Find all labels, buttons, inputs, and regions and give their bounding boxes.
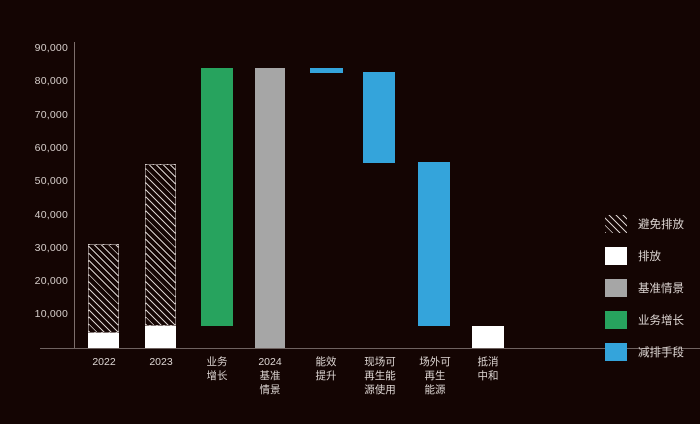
x-label-2022: 2022 [92,356,116,368]
legend-label-business-growth: 业务增长 [638,315,684,327]
legend-item-emissions[interactable]: 排放 [605,240,684,272]
legend-item-business-growth[interactable]: 业务增长 [605,304,684,336]
chart-legend: 避免排放 排放 基准情景 业务增长 减排手段 [605,208,684,368]
bar-offsite-renewables [418,162,450,326]
legend-swatch-hatch-icon [605,215,627,233]
legend-item-baseline-scenario[interactable]: 基准情景 [605,272,684,304]
bar-business-growth [201,68,233,326]
y-axis-line [74,42,75,348]
x-label-2023: 2023 [149,356,173,368]
legend-label-baseline-scenario: 基准情景 [638,283,684,295]
x-label-onsite-renewables: 现场可 再生能 源使用 [364,356,396,396]
bar-offsets-neutralization [472,326,504,348]
y-tick-30000: 30,000 [34,242,68,254]
bar-2023-emissions [145,326,176,348]
legend-item-reduction-levers[interactable]: 减排手段 [605,336,684,368]
bar-energy-efficiency [310,68,343,73]
x-label-business-growth: 业务 增长 [206,356,228,382]
bar-2022-avoided [88,244,119,333]
legend-swatch-blue-icon [605,343,627,361]
legend-label-avoided-emissions: 避免排放 [638,219,684,231]
y-tick-80000: 80,000 [34,75,68,87]
legend-swatch-white-icon [605,247,627,265]
y-tick-60000: 60,000 [34,142,68,154]
x-label-2024-baseline: 2024 基准 情景 [258,356,282,396]
legend-swatch-gray-icon [605,279,627,297]
bar-2022-emissions [88,333,119,348]
legend-swatch-green-icon [605,311,627,329]
x-axis-line [40,348,700,349]
bar-onsite-renewables [363,72,395,163]
y-axis-tick-labels: 90,000 80,000 70,000 60,000 50,000 40,00… [0,0,68,424]
y-tick-90000: 90,000 [34,42,68,54]
x-label-offsets: 抵消 中和 [477,356,499,382]
y-tick-40000: 40,000 [34,209,68,221]
x-label-offsite-renewables: 场外可 再生 能源 [419,356,451,396]
y-tick-20000: 20,000 [34,275,68,287]
bar-2023-avoided [145,164,176,326]
y-tick-50000: 50,000 [34,175,68,187]
y-tick-10000: 10,000 [34,308,68,320]
legend-label-reduction-levers: 减排手段 [638,347,684,359]
legend-label-emissions: 排放 [638,251,661,263]
x-label-energy-efficiency: 能效 提升 [315,356,337,382]
legend-item-avoided-emissions[interactable]: 避免排放 [605,208,684,240]
bar-2024-baseline [255,68,285,348]
y-tick-70000: 70,000 [34,109,68,121]
